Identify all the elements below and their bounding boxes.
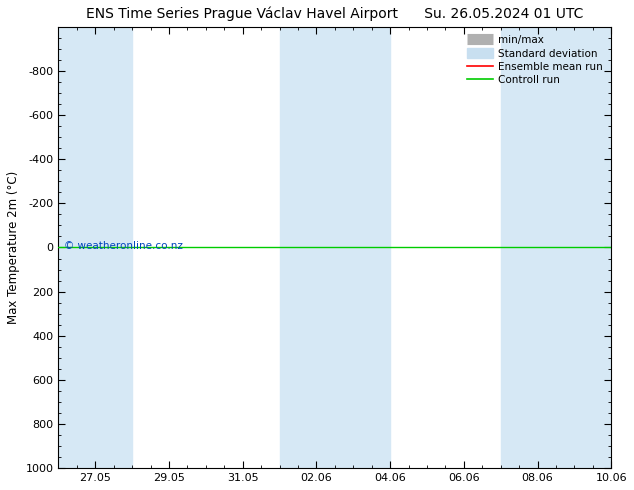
Legend: min/max, Standard deviation, Ensemble mean run, Controll run: min/max, Standard deviation, Ensemble me… <box>464 32 606 89</box>
Bar <box>58 27 132 468</box>
Text: © weatheronline.co.nz: © weatheronline.co.nz <box>64 241 183 251</box>
Bar <box>280 27 390 468</box>
Title: ENS Time Series Prague Václav Havel Airport      Su. 26.05.2024 01 UTC: ENS Time Series Prague Václav Havel Airp… <box>86 7 583 22</box>
Y-axis label: Max Temperature 2m (°C): Max Temperature 2m (°C) <box>7 171 20 324</box>
Bar <box>501 27 634 468</box>
